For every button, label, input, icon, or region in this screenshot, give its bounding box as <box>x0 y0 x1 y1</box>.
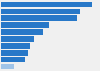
Bar <box>1 57 25 62</box>
Bar <box>1 9 80 14</box>
Bar <box>1 64 14 69</box>
Bar <box>1 36 34 42</box>
Bar <box>1 43 30 49</box>
Bar <box>1 15 77 21</box>
Bar <box>1 22 49 28</box>
Bar <box>1 50 28 56</box>
Bar <box>1 2 92 7</box>
Bar <box>1 29 43 35</box>
